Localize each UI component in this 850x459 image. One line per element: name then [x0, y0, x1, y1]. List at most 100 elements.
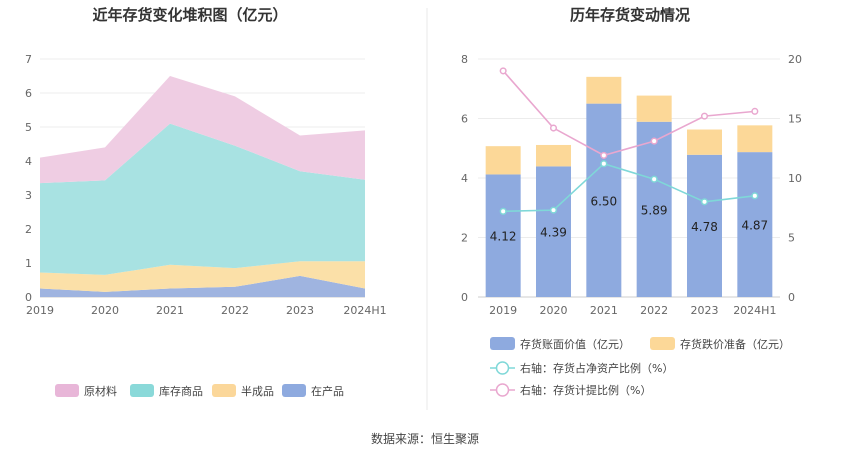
bar-impairment [636, 95, 672, 122]
bar-value-label: 4.78 [691, 220, 718, 234]
x-tick-label: 2024H1 [733, 304, 776, 317]
y-tick-label: 3 [25, 189, 32, 202]
bar-book-value [586, 103, 622, 297]
legend-swatch [650, 337, 675, 350]
x-tick-label: 2022 [640, 304, 668, 317]
y2-tick-label: 15 [788, 113, 802, 126]
line-point [650, 175, 658, 183]
right-chart-title: 历年存货变动情况 [570, 6, 690, 24]
legend-swatch [490, 337, 515, 350]
bar-book-value [687, 154, 722, 297]
bar-impairment [687, 129, 722, 155]
bar-book-value [485, 174, 521, 297]
x-tick-label: 2019 [26, 304, 54, 317]
x-tick-label: 2019 [489, 304, 517, 317]
y-tick-label: 0 [25, 291, 32, 304]
legend-label: 库存商品 [159, 384, 203, 398]
x-tick-label: 2020 [540, 304, 568, 317]
y2-tick-label: 10 [788, 172, 802, 185]
bar-value-label: 4.39 [540, 226, 567, 240]
legend-swatch [130, 384, 154, 397]
y-tick-label: 6 [25, 87, 32, 100]
y-tick-label: 7 [25, 53, 32, 66]
area-半成品 [40, 261, 365, 292]
bar-book-value [536, 166, 571, 297]
x-tick-label: 2021 [590, 304, 618, 317]
line-point [700, 112, 709, 120]
right-y-axis: 0 2 4 6 8 [461, 53, 468, 304]
line-point [600, 160, 608, 168]
area-在产品 [40, 275, 365, 297]
area-库存商品 [40, 123, 365, 275]
x-tick-label: 2023 [286, 304, 314, 317]
line-point [650, 137, 658, 145]
legend-label: 原材料 [84, 384, 117, 398]
y2-tick-label: 20 [788, 53, 802, 66]
bar-value-label: 4.87 [741, 219, 768, 233]
line-point [751, 192, 759, 200]
line-point [549, 206, 558, 214]
y-tick-label: 2 [25, 223, 32, 236]
line-point [600, 151, 608, 159]
y-tick-label: 6 [461, 113, 468, 126]
legend-label: 存货跌价准备（亿元） [680, 337, 790, 351]
right-bar-labels: 4.12 4.39 6.50 5.89 4.78 4.87 [490, 194, 768, 243]
left-y-axis: 0 1 2 3 4 5 6 7 [25, 53, 32, 304]
line-point [499, 67, 507, 75]
line-point [499, 207, 507, 215]
stacked-bar-line-chart: 历年存货变动情况 4.12 4.396.505.894.78 4.87 02468 … [461, 6, 802, 397]
right-bars [485, 76, 773, 298]
line-share-of-net-assets [503, 162, 755, 213]
right-grid [478, 58, 780, 298]
legend-swatch [282, 384, 306, 397]
y-tick-label: 8 [461, 53, 468, 66]
y-tick-label: 5 [25, 121, 32, 134]
line-provision-ratio [502, 70, 755, 157]
x-tick-label: 2020 [91, 304, 119, 317]
y2-tick-label: 5 [788, 232, 795, 245]
bar-value-label: 6.50 [590, 194, 617, 208]
x-tick-label: 2022 [221, 304, 249, 317]
legend-label: 右轴：存货占净资产比例（%） [520, 361, 673, 375]
bar-book-value [636, 121, 672, 298]
x-tick-label: 2021 [156, 304, 184, 317]
legend-label: 存货账面价值（亿元） [520, 337, 630, 351]
y-tick-label: 4 [25, 155, 32, 168]
left-x-axis: 2019 2020 2021 2022 2023 2024H1 [26, 304, 387, 317]
y-tick-label: 0 [461, 291, 468, 304]
legend-label: 半成品 [241, 384, 274, 398]
bar-impairment [737, 125, 773, 153]
y-tick-label: 2 [461, 232, 468, 245]
legend-swatch [55, 384, 79, 397]
bar-impairment [586, 76, 622, 104]
right-y2-axis: 0 5 10 15 20 [788, 53, 802, 304]
legend-marker [495, 361, 510, 375]
line-point [549, 124, 558, 132]
legend-label: 右轴：存货计提比例（%） [520, 383, 651, 397]
y-tick-label: 1 [25, 257, 32, 270]
area-原材料 [40, 76, 365, 184]
right-lines [499, 67, 759, 215]
left-areas [40, 76, 365, 297]
line-point [751, 107, 759, 115]
legend-swatch [212, 384, 236, 397]
legend-marker [495, 383, 510, 397]
x-tick-label: 2024H1 [343, 304, 386, 317]
bar-value-label: 5.89 [641, 203, 668, 217]
right-legend: 存货账面价值（亿元） 存货跌价准备（亿元） 右轴：存货占净资产比例（%） 右轴：存货计… [490, 337, 790, 397]
line-point [700, 198, 709, 206]
y-tick-label: 4 [461, 172, 468, 185]
left-chart-title: 近年存货变化堆积图（亿元） [92, 6, 287, 24]
right-x-axis: 2019 2020 2021 2022 2023 2024H1 [489, 304, 776, 317]
bar-value-label: 4.12 [490, 230, 517, 244]
y2-tick-label: 0 [788, 291, 795, 304]
bar-book-value [737, 152, 773, 297]
bar-impairment [485, 146, 521, 175]
legend-label: 在产品 [311, 384, 344, 398]
bar-impairment [536, 144, 571, 167]
x-tick-label: 2023 [691, 304, 719, 317]
data-source: 数据来源：恒生聚源 [371, 431, 479, 446]
left-legend: 原材料 库存商品 半成品 在产品 [55, 384, 344, 398]
